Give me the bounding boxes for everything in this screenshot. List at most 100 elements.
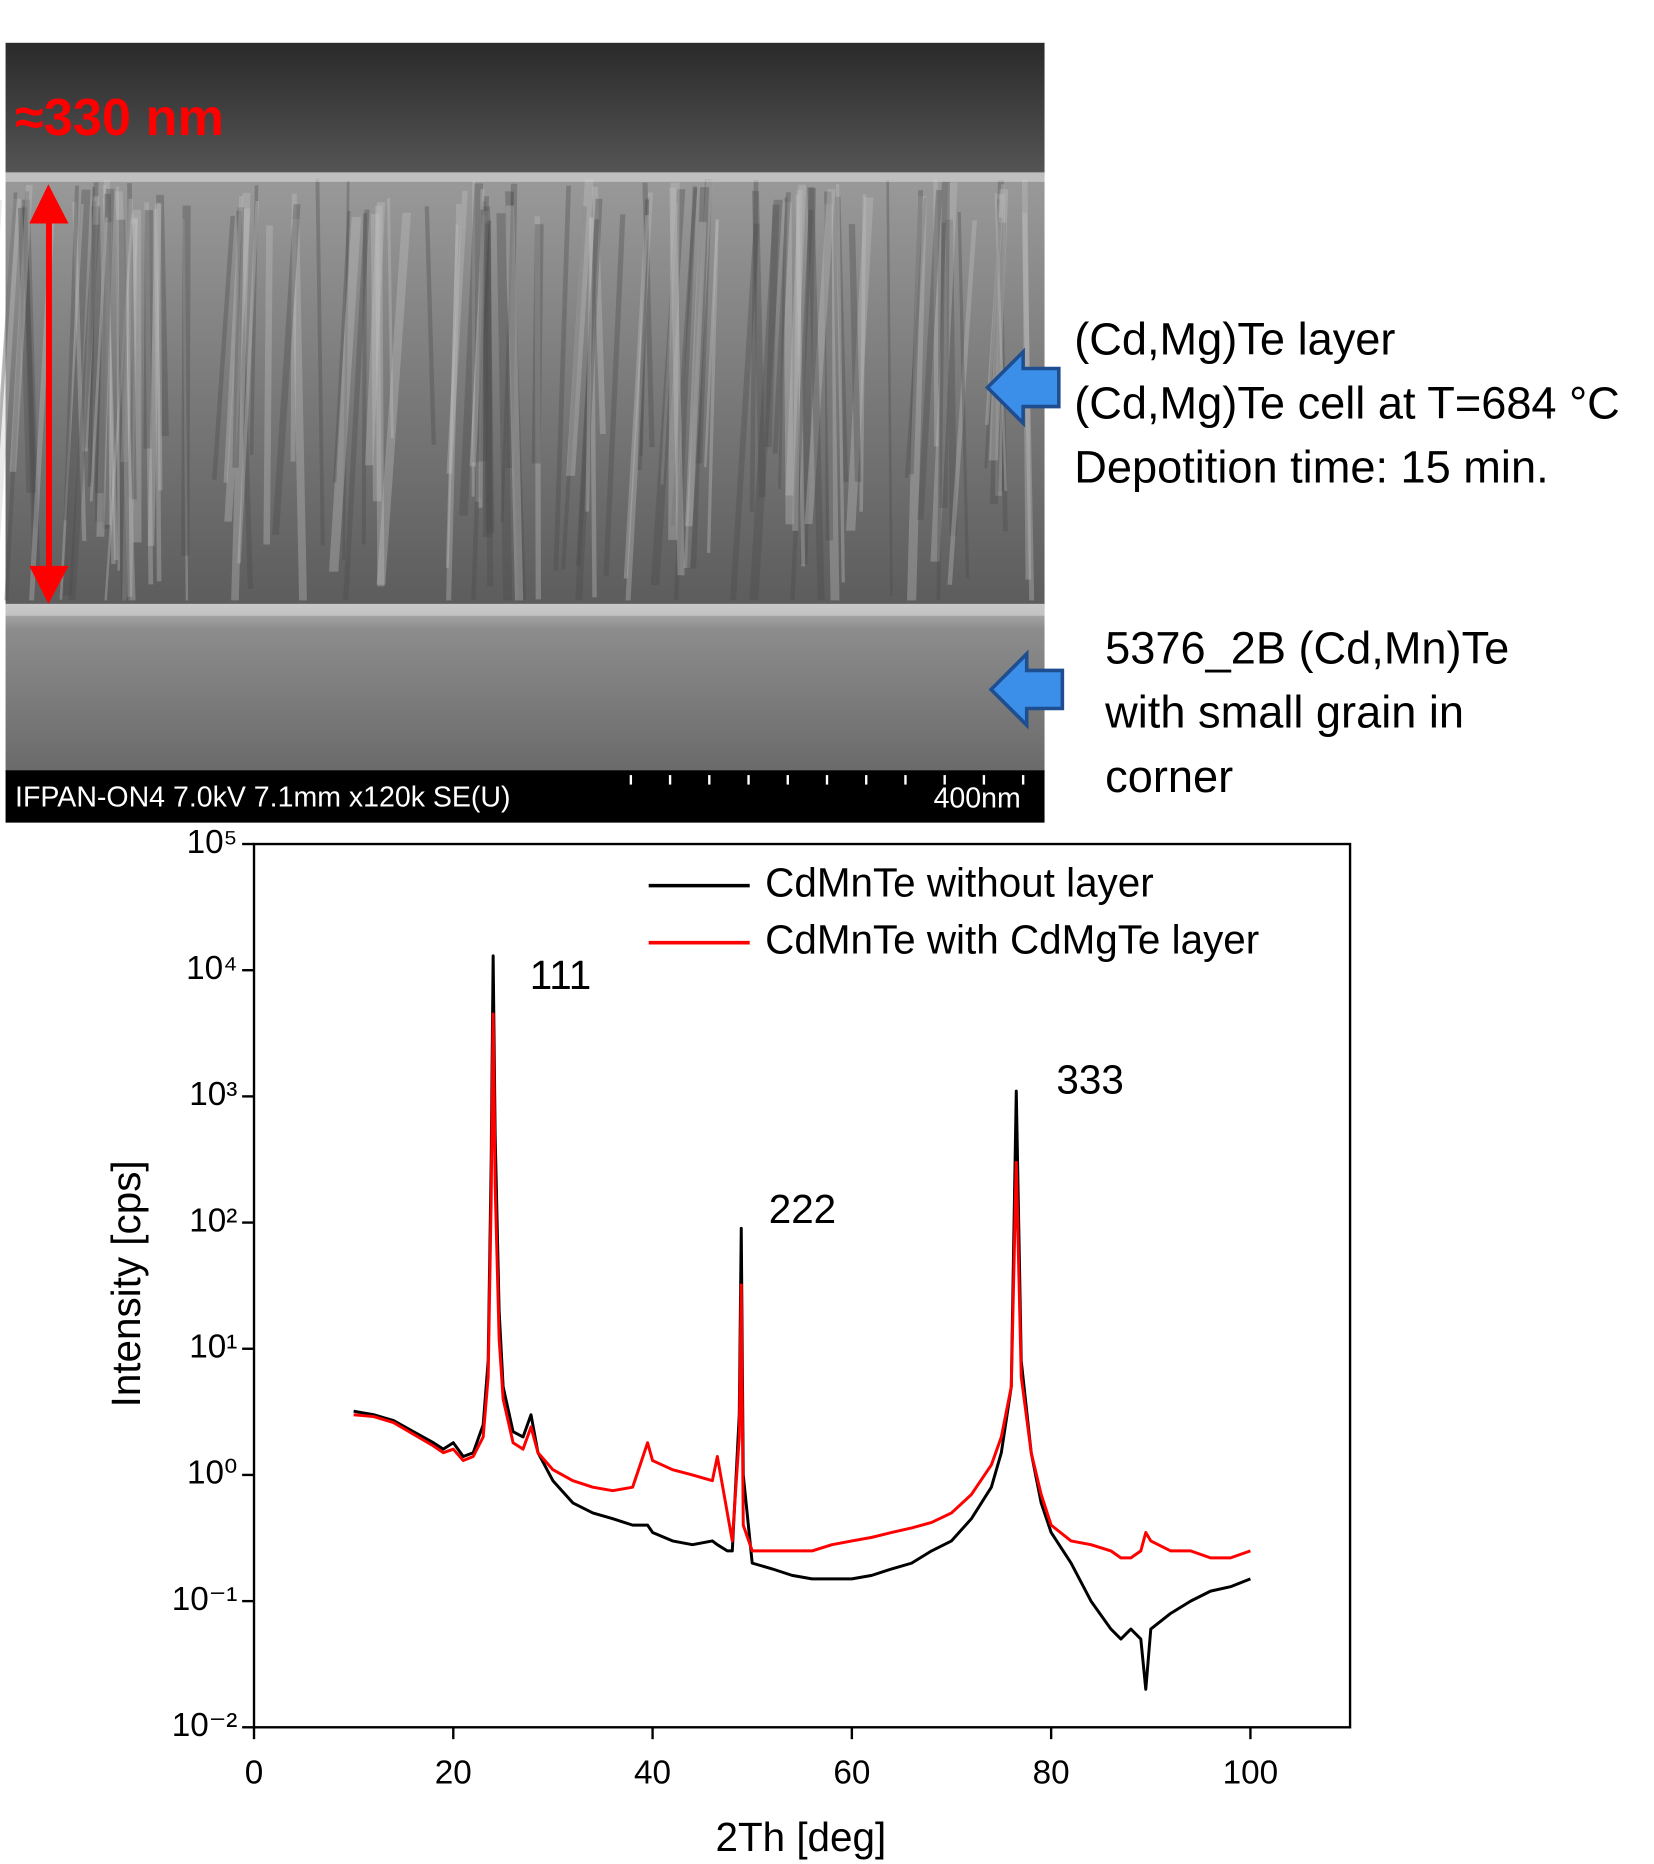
sem-grain [484,220,494,587]
sem-grain [96,222,113,537]
sem-grain [800,187,816,565]
sem-grain [907,196,927,601]
sem-surface [5,172,1045,182]
sem-grain [500,191,515,523]
sem-grain [376,212,412,585]
sem-grain [804,189,836,524]
sem-grain [477,209,490,462]
sem-grain [132,209,142,543]
sem-grain [370,213,382,502]
sem-grain [249,185,259,455]
sem-grain [772,192,791,454]
sem-grain [481,206,495,534]
sem-grain [361,213,368,545]
thickness-label: ≈330 nm [15,89,224,147]
sem-grain [947,220,977,585]
sem-grain [694,178,713,464]
sem-grain [236,210,254,589]
sem-grain [95,188,115,494]
sem-grain [749,199,783,601]
sem-grain [575,198,603,601]
sem-grain [995,194,1005,496]
sem-grain [237,200,259,564]
sem-grain [997,199,1008,532]
sem-grain [749,179,759,512]
thickness-arrow [29,184,69,604]
peak-label: 222 [769,1186,836,1232]
y-axis-title: Intensity [cps] [103,1160,149,1407]
sem-grain [792,189,803,531]
sem-grain [670,187,698,526]
sem-grain [446,203,462,601]
sem-grain [72,201,87,541]
sem-grain [63,185,79,521]
sem-grain [639,197,650,456]
sem-grain [534,216,541,600]
sem-grain [290,193,297,462]
sem-grain [471,196,490,463]
sem-grain [84,182,99,448]
sem-grain [997,179,1004,492]
chart: 2Th [deg] Intensity [cps] 0 20 40 60 80 100 10… [103,824,1352,1860]
sem-grain [223,196,244,483]
sem-grain [669,187,685,576]
sem-grain [17,207,36,493]
sem-grain [848,224,862,482]
sem-grain [475,215,487,502]
y-tick-label: 10⁵ [187,824,238,861]
sem-grain [143,210,153,449]
sem-grain [506,183,518,468]
sem-grain [704,220,719,468]
sem-grain [684,221,707,527]
note-line: corner [1105,751,1233,802]
sem-grain [127,217,138,597]
sem-grain [154,208,162,582]
sem-grain [984,217,1002,469]
sem-interface [5,603,1045,616]
sem-grain [642,182,655,448]
sem-grain [561,206,587,570]
sem-grain [575,219,600,566]
sem-grain [785,184,807,496]
sem-info-bar [5,770,1045,823]
sem-grain [505,205,524,601]
sem-grain [668,182,680,540]
sem-grain [115,191,136,601]
sem-grain [764,204,780,448]
sem-grain [625,192,653,601]
sem-texture [0,172,1045,616]
legend-label: CdMnTe with CdMgTe layer [765,916,1259,962]
sem-grain [835,183,845,583]
sem-grain [553,185,571,571]
peak-label: 111 [530,952,591,998]
sem-grain [783,202,794,525]
y-tick-label: 10⁴ [186,950,237,987]
sem-grain [505,191,527,601]
sem-grain [660,202,679,485]
sem-grain [706,219,719,553]
sem-grain [445,224,459,568]
sem-grain [91,206,104,523]
sem-grain [102,184,119,561]
x-tick-label: 60 [833,1755,870,1792]
sem-grain [342,181,350,561]
sem-grain [4,191,30,601]
sem-grain [104,213,134,601]
sem-grain [343,209,370,601]
sem-grain [945,219,958,537]
sem-grain [687,187,710,569]
sem-grain [122,198,134,601]
sem-grain [89,217,108,502]
sem-grain [232,207,245,468]
sem-grain [144,202,154,585]
sem-grain [824,191,834,541]
sem-grain [375,205,385,587]
sem-grain [224,208,251,522]
sem-grain [930,182,958,562]
sem-grain [650,189,686,585]
sem-grain [9,184,33,472]
scale-bar-label: 400nm [934,783,1021,815]
sem-grain [939,181,950,508]
